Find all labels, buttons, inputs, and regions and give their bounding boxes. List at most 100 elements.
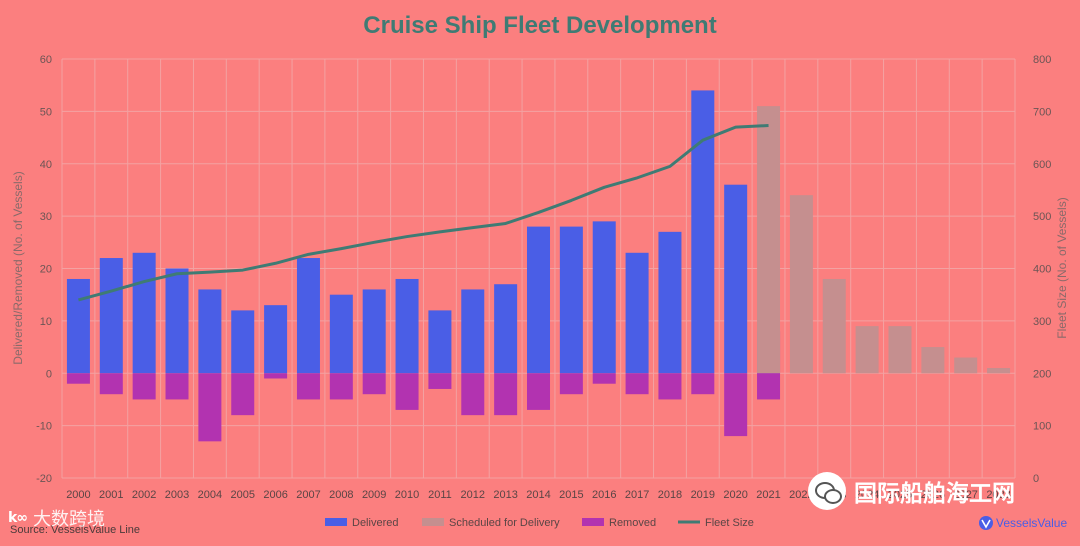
bar-delivered [724, 184, 748, 374]
bar-delivered [691, 90, 715, 374]
bar-removed [66, 373, 90, 384]
bar-removed [658, 373, 682, 400]
bar-removed [592, 373, 616, 384]
bar-scheduled-for-delivery [921, 347, 945, 374]
bar-delivered [428, 310, 452, 374]
watermark-right: 国际船舶海工网 [808, 472, 1015, 510]
line-fleet-size [78, 124, 769, 302]
x-tick-label: 2018 [658, 489, 682, 501]
bar-delivered [559, 226, 583, 374]
y-tick-left: 10 [40, 316, 52, 328]
legend-swatch [422, 518, 444, 526]
y-tick-left: 60 [40, 54, 52, 66]
x-tick-label: 2009 [362, 489, 386, 501]
bar-removed [494, 373, 518, 416]
y-tick-right: 200 [1033, 368, 1051, 380]
x-tick-label: 2017 [625, 489, 649, 501]
x-tick-label: 2015 [559, 489, 583, 501]
y-tick-right: 600 [1033, 159, 1051, 171]
y-tick-left: 50 [40, 106, 52, 118]
x-tick-label: 2001 [99, 489, 123, 501]
y-axis-right-label: Fleet Size (No. of Vessels) [1055, 197, 1069, 338]
bar-removed [428, 373, 452, 389]
legend-swatch [325, 518, 347, 526]
y-tick-right: 500 [1033, 211, 1051, 223]
bar-removed [395, 373, 419, 410]
bar-scheduled-for-delivery [822, 278, 846, 374]
y-tick-left: 30 [40, 211, 52, 223]
legend-label: Scheduled for Delivery [449, 517, 560, 529]
watermark-left-text: 大数跨境 [32, 509, 105, 530]
x-tick-label: 2002 [132, 489, 156, 501]
watermark-logo-icon: k∞ [8, 510, 28, 526]
bar-delivered [165, 268, 189, 374]
x-tick-label: 2014 [526, 489, 550, 501]
x-tick-label: 2013 [493, 489, 517, 501]
bar-removed [757, 373, 781, 400]
bar-scheduled-for-delivery [987, 368, 1011, 374]
x-tick-label: 2004 [198, 489, 222, 501]
y-axis-left-label: Delivered/Removed (No. of Vessels) [11, 171, 25, 364]
bar-removed [625, 373, 649, 395]
bar-delivered [461, 289, 485, 374]
bar-removed [691, 373, 715, 395]
x-tick-label: 2026 [921, 489, 945, 501]
bar-delivered [231, 310, 255, 374]
bar-removed [362, 373, 386, 395]
y-tick-left: -20 [36, 473, 52, 485]
bar-delivered [132, 252, 156, 374]
bar-removed [264, 373, 288, 379]
x-tick-label: 2019 [691, 489, 715, 501]
watermark-right-text: 国际船舶海工网 [854, 481, 1015, 507]
bar-delivered [494, 284, 518, 374]
bar-scheduled-for-delivery [855, 326, 879, 374]
bar-delivered [395, 278, 419, 374]
y-tick-left: 20 [40, 264, 52, 276]
bar-scheduled-for-delivery [888, 326, 912, 374]
bar-delivered [296, 258, 320, 374]
bar-delivered [264, 305, 288, 374]
y-tick-right: 700 [1033, 106, 1051, 118]
wechat-icon [808, 472, 846, 510]
x-tick-label: 2022 [789, 489, 813, 501]
x-tick-label: 2021 [756, 489, 780, 501]
bar-delivered [99, 258, 123, 374]
x-tick-label: 2008 [329, 489, 353, 501]
x-tick-label: 2024 [855, 489, 879, 501]
x-tick-label: 2006 [263, 489, 287, 501]
bar-delivered [198, 289, 222, 374]
logo-text: VesselsValue [996, 516, 1067, 530]
x-tick-label: 2028 [986, 489, 1010, 501]
watermark-left: k∞ 大数跨境 [8, 505, 105, 531]
y-tick-left: 40 [40, 159, 52, 171]
bar-scheduled-for-delivery [757, 106, 781, 374]
x-tick-label: 2016 [592, 489, 616, 501]
y-tick-left: 0 [46, 368, 52, 380]
y-tick-right: 100 [1033, 421, 1051, 433]
bar-delivered [362, 289, 386, 374]
bar-removed [231, 373, 255, 416]
x-tick-label: 2007 [296, 489, 320, 501]
bar-scheduled-for-delivery [789, 195, 813, 374]
bar-removed [132, 373, 156, 400]
bar-removed [559, 373, 583, 395]
legend-label: Removed [609, 517, 656, 529]
y-tick-left: -10 [36, 421, 52, 433]
y-tick-right: 300 [1033, 316, 1051, 328]
x-tick-label: 2000 [66, 489, 90, 501]
legend-label: Delivered [352, 517, 398, 529]
source-text: Source: VesselsValue Line [10, 524, 140, 536]
x-tick-label: 2005 [230, 489, 254, 501]
y-tick-right: 0 [1033, 473, 1039, 485]
x-tick-label: 2025 [888, 489, 912, 501]
bar-removed [329, 373, 353, 400]
bar-removed [165, 373, 189, 400]
bar-removed [724, 373, 748, 437]
legend-swatch [582, 518, 604, 526]
x-tick-label: 2003 [165, 489, 189, 501]
y-tick-right: 400 [1033, 264, 1051, 276]
bar-removed [526, 373, 551, 410]
bar-delivered [625, 252, 649, 374]
